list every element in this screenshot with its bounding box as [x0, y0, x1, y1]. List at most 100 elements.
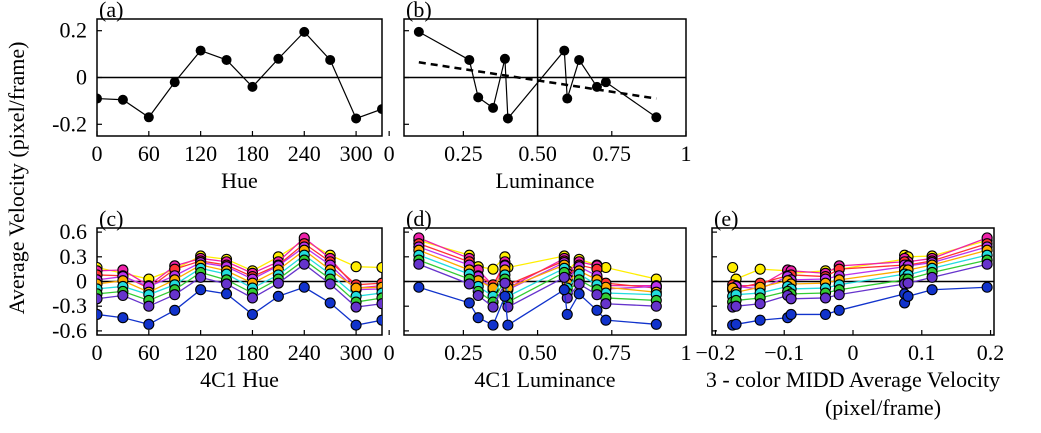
- shared-y-axis-label: Average Velocity (pixel/frame): [4, 42, 29, 315]
- data-point: [981, 281, 993, 293]
- data-point: [350, 301, 362, 313]
- data-point: [754, 263, 766, 275]
- y-tick-label: 0: [76, 65, 87, 90]
- data-point: [499, 277, 511, 289]
- x-axis-title: 4C1 Hue: [200, 367, 279, 392]
- x-tick-label: 240: [288, 340, 321, 365]
- data-point: [472, 289, 484, 302]
- x-tick-label: −0.2: [695, 340, 735, 365]
- data-point: [981, 258, 993, 270]
- data-point: [833, 289, 845, 301]
- data-point: [463, 278, 475, 290]
- data-point: [591, 304, 603, 316]
- panel-label: (b): [406, 0, 432, 22]
- data-point: [487, 319, 499, 331]
- data-point: [169, 289, 181, 301]
- data-point: [97, 93, 102, 104]
- data-point: [247, 81, 258, 92]
- data-point: [902, 290, 914, 302]
- data-point: [754, 314, 766, 326]
- series-line-5: [732, 254, 988, 297]
- data-point: [143, 318, 155, 330]
- x-tick-label: 300: [340, 340, 373, 365]
- x-tick-label: 120: [184, 340, 217, 365]
- data-point: [573, 278, 585, 290]
- data-point: [325, 54, 336, 65]
- x-tick-label: 1: [681, 141, 692, 166]
- series-line-4: [732, 249, 988, 293]
- data-point: [591, 289, 603, 301]
- data-point: [376, 298, 382, 310]
- data-point: [413, 281, 425, 293]
- x-tick-label: 1: [681, 340, 692, 365]
- data-point: [502, 301, 514, 313]
- x-tick-label: 0: [384, 340, 395, 365]
- data-point: [473, 92, 484, 103]
- x-tick-label: 120: [184, 141, 217, 166]
- data-point: [350, 319, 362, 331]
- x-tick-label: 0.25: [444, 141, 483, 166]
- data-point: [376, 314, 382, 326]
- data-point: [600, 314, 612, 326]
- x-tick-label: 0.2: [977, 340, 1005, 365]
- data-point: [727, 261, 739, 274]
- data-point: [97, 308, 103, 320]
- data-area: [97, 232, 382, 331]
- y-tick-label: 0.6: [60, 219, 88, 244]
- series-line-8: [732, 286, 988, 326]
- data-point: [377, 104, 382, 115]
- data-point: [117, 94, 128, 105]
- x-tick-label: −0.1: [764, 340, 804, 365]
- data-point: [833, 304, 845, 316]
- data-point: [600, 77, 611, 88]
- data-point: [97, 293, 103, 305]
- data-point: [650, 300, 662, 312]
- data-area: [97, 26, 382, 124]
- x-tick-label: 0: [384, 141, 395, 166]
- data-point: [324, 278, 336, 290]
- x-tick-label: 0.1: [908, 340, 936, 365]
- panel-label: (c): [99, 206, 123, 231]
- data-point: [754, 298, 766, 310]
- data-point: [499, 290, 511, 302]
- data-point: [600, 261, 612, 274]
- data-point: [195, 284, 207, 296]
- data-point: [413, 258, 425, 270]
- data-point: [143, 300, 155, 312]
- data-point: [591, 81, 602, 92]
- data-point: [487, 263, 499, 275]
- data-point: [117, 312, 129, 324]
- data-point: [558, 271, 570, 283]
- y-tick-label: -0.6: [52, 318, 87, 343]
- data-point: [246, 292, 259, 304]
- data-point: [220, 278, 233, 290]
- data-point: [298, 281, 310, 293]
- data-point: [221, 54, 232, 65]
- data-point: [785, 293, 797, 305]
- y-tick-label: 0.3: [60, 244, 88, 269]
- data-point: [562, 93, 573, 104]
- data-point: [324, 297, 336, 309]
- data-point: [298, 258, 310, 270]
- data-point: [573, 288, 585, 300]
- data-point: [730, 318, 742, 330]
- data-point: [376, 261, 382, 274]
- data-point: [351, 113, 362, 124]
- data-point: [169, 77, 180, 88]
- x-axis-title: Luminance: [496, 168, 595, 193]
- data-point: [472, 312, 484, 324]
- x-axis-title: 4C1 Luminance: [474, 367, 615, 392]
- x-tick-label: 0.50: [518, 340, 557, 365]
- panel-label: (e): [714, 206, 738, 231]
- y-tick-label: -0.3: [52, 293, 87, 318]
- data-point: [902, 277, 914, 289]
- x-tick-label: 300: [340, 141, 373, 166]
- data-point: [785, 308, 797, 320]
- data-point: [169, 304, 181, 316]
- panel-label: (d): [406, 206, 432, 231]
- x-tick-label: 0: [848, 340, 859, 365]
